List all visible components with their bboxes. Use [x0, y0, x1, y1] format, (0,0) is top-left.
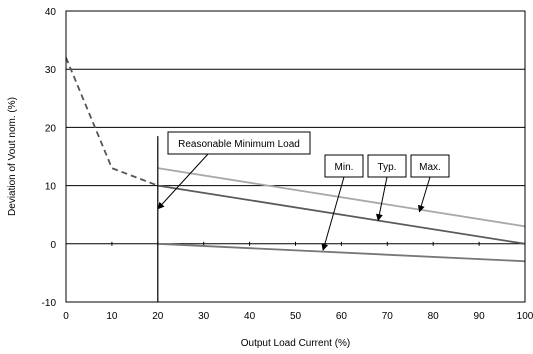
callout-box-max	[410, 154, 450, 178]
x-tick-label: 80	[428, 311, 440, 322]
series-group	[65, 57, 526, 263]
callout-arrow-typ	[375, 176, 388, 222]
series-line-typ	[157, 184, 526, 245]
x-tick-label: 30	[198, 311, 210, 322]
callout-box-reasonable	[167, 131, 311, 155]
x-tick-label: 90	[474, 311, 486, 322]
callout-box-min	[324, 154, 364, 178]
callout-arrow-max	[417, 176, 431, 213]
annotations: Reasonable Minimum Load Min. Typ. Max.	[157, 131, 450, 251]
callout-label-reasonable: Reasonable Minimum Load	[178, 139, 300, 150]
x-tick-label: 50	[290, 311, 302, 322]
series-line-dashed	[65, 57, 159, 187]
y-tick-label: 40	[45, 7, 57, 18]
y-tick-label: 30	[45, 65, 57, 76]
x-axis-title: Output Load Current (%)	[241, 338, 351, 349]
x-tick-label: 70	[382, 311, 394, 322]
y-tick-label: 10	[45, 182, 57, 193]
x-tick-label: 20	[152, 311, 164, 322]
y-tick-label: 20	[45, 123, 57, 134]
y-tick-label: -10	[42, 298, 57, 309]
callout-box-typ	[367, 154, 407, 178]
callout-arrow-min	[321, 176, 345, 251]
y-axis-title: Deviation of Vout nom. (%)	[7, 97, 18, 216]
x-tick-label: 100	[517, 311, 533, 322]
plot-border	[65, 10, 526, 303]
x-tick-label: 10	[106, 311, 118, 322]
series-line-min	[157, 242, 526, 263]
callout-arrow-reasonable	[157, 153, 209, 210]
x-tick-label: 40	[244, 311, 256, 322]
callout-label-typ: Typ.	[378, 162, 397, 173]
series-line-max	[157, 167, 526, 228]
x-tick-label: 0	[63, 311, 69, 322]
plot-frame	[65, 10, 526, 303]
y-tick-label: 0	[50, 240, 56, 251]
callout-label-max: Max.	[419, 162, 441, 173]
tick-labels: 0 10 20 30 40 50 60 70 80 90 100 -10 0 10 20 30 40	[42, 7, 533, 322]
x-tick-label: 60	[336, 311, 348, 322]
callout-label-min: Min.	[335, 162, 354, 173]
